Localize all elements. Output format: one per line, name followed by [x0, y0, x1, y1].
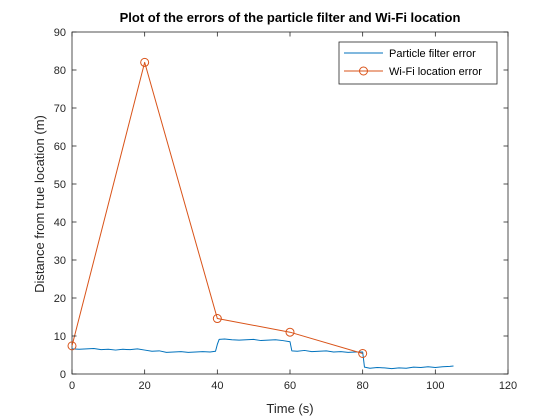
legend-item-particle-filter: Particle filter error	[344, 48, 476, 60]
data-point-wifi	[140, 57, 150, 67]
y-axis-title: Distance from true location (m)	[32, 115, 47, 293]
legend-item-wifi: Wi-Fi location error	[344, 66, 482, 78]
y-tick-label: 10	[54, 331, 66, 343]
y-tick-label: 60	[54, 141, 66, 153]
y-tick-label: 80	[54, 65, 66, 77]
legend-label-particle-filter: Particle filter error	[389, 48, 476, 60]
data-point-wifi	[212, 314, 222, 324]
y-tick-label: 40	[54, 217, 66, 229]
x-tick-label: 60	[284, 380, 296, 392]
data-point-wifi	[67, 341, 77, 351]
x-tick-label: 80	[357, 380, 369, 392]
x-tick-label: 120	[499, 380, 517, 392]
y-tick-label: 0	[60, 369, 66, 381]
x-tick-label: 20	[139, 380, 151, 392]
legend-marker-wifi	[359, 66, 368, 76]
x-axis-title: Time (s)	[266, 401, 313, 416]
legend-label-wifi: Wi-Fi location error	[389, 66, 482, 78]
plot-area	[67, 57, 454, 370]
y-tick-label: 90	[54, 27, 66, 39]
y-tick-label: 20	[54, 293, 66, 305]
y-tick-label: 30	[54, 255, 66, 267]
x-tick-label: 40	[211, 380, 223, 392]
axes-frame	[71, 31, 509, 375]
legend-box	[338, 41, 498, 85]
y-tick-label: 70	[54, 103, 66, 115]
series-line-wifi	[71, 61, 363, 354]
x-tick-label: 0	[69, 380, 75, 392]
x-axis: 0 20 40 60 80 100 120	[69, 32, 517, 392]
axes-box	[71, 31, 509, 375]
chart-title: Plot of the errors of the particle filte…	[120, 10, 461, 25]
series-line-particle-filter	[71, 338, 454, 370]
y-axis: 0 10 20 30 40 50 60 70 80 90	[54, 27, 508, 381]
x-tick-label: 100	[426, 380, 444, 392]
data-point-wifi	[285, 327, 295, 337]
data-point-wifi	[358, 348, 368, 358]
legend: Particle filter error Wi-Fi location err…	[338, 41, 498, 85]
y-tick-label: 50	[54, 179, 66, 191]
